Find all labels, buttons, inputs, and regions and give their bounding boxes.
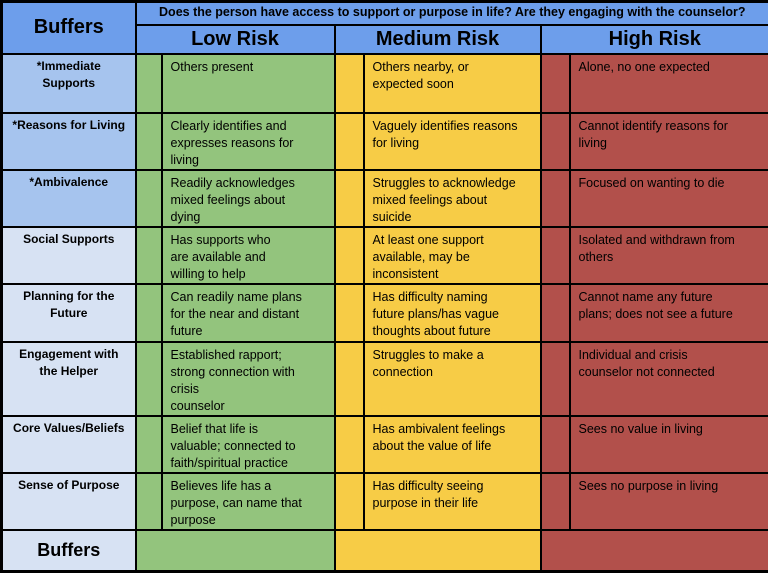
column-header-low-risk: Low Risk (136, 25, 335, 54)
low-risk-strip (136, 170, 162, 227)
cell-medium: Struggles to acknowledge mixed feelings … (364, 170, 541, 227)
row-label-social-supports: Social Supports (2, 227, 136, 284)
low-risk-strip (136, 113, 162, 170)
table-row: Core Values/Beliefs Belief that life is … (2, 416, 768, 473)
corner-title: Buffers (2, 2, 136, 54)
low-risk-strip (136, 473, 162, 530)
cell-low: Established rapport; strong connection w… (162, 342, 335, 416)
medium-risk-strip (335, 170, 364, 227)
row-label-core-values-beliefs: Core Values/Beliefs (2, 416, 136, 473)
footer-cell-medium (335, 530, 541, 572)
row-label-reasons-for-living: *Reasons for Living (2, 113, 136, 170)
medium-risk-strip (335, 227, 364, 284)
cell-low: Clearly identifies and expresses reasons… (162, 113, 335, 170)
cell-high: Isolated and withdrawn from others (570, 227, 768, 284)
table-row: Sense of Purpose Believes life has a pur… (2, 473, 768, 530)
row-label-planning-for-the-future: Planning for the Future (2, 284, 136, 342)
low-risk-strip (136, 416, 162, 473)
cell-high: Sees no value in living (570, 416, 768, 473)
cell-low: Others present (162, 54, 335, 113)
medium-risk-strip (335, 473, 364, 530)
low-risk-strip (136, 342, 162, 416)
cell-low: Belief that life is valuable; connected … (162, 416, 335, 473)
medium-risk-strip (335, 342, 364, 416)
cell-medium: Has difficulty seeing purpose in their l… (364, 473, 541, 530)
high-risk-strip (541, 170, 570, 227)
row-label-ambivalence: *Ambivalence (2, 170, 136, 227)
high-risk-strip (541, 416, 570, 473)
cell-high: Alone, no one expected (570, 54, 768, 113)
cell-medium: Has difficulty naming future plans/has v… (364, 284, 541, 342)
table-row: *Ambivalence Readily acknowledges mixed … (2, 170, 768, 227)
column-header-medium-risk: Medium Risk (335, 25, 541, 54)
cell-high: Cannot identify reasons for living (570, 113, 768, 170)
table-row: Planning for the Future Can readily name… (2, 284, 768, 342)
table-row: *Reasons for Living Clearly identifies a… (2, 113, 768, 170)
low-risk-strip (136, 54, 162, 113)
cell-medium: Struggles to make a connection (364, 342, 541, 416)
row-label-sense-of-purpose: Sense of Purpose (2, 473, 136, 530)
footer-cell-low (136, 530, 335, 572)
header-row-question: Buffers Does the person have access to s… (2, 2, 768, 25)
cell-high: Cannot name any future plans; does not s… (570, 284, 768, 342)
row-label-engagement-with-the-helper: Engagement with the Helper (2, 342, 136, 416)
column-header-high-risk: High Risk (541, 25, 768, 54)
cell-high: Sees no purpose in living (570, 473, 768, 530)
cell-medium: Vaguely identifies reasons for living (364, 113, 541, 170)
low-risk-strip (136, 284, 162, 342)
cell-low: Can readily name plans for the near and … (162, 284, 335, 342)
high-risk-strip (541, 54, 570, 113)
cell-high: Individual and crisis counselor not conn… (570, 342, 768, 416)
high-risk-strip (541, 113, 570, 170)
cell-medium: At least one support available, may be i… (364, 227, 541, 284)
high-risk-strip (541, 342, 570, 416)
cell-medium: Others nearby, or expected soon (364, 54, 541, 113)
high-risk-strip (541, 284, 570, 342)
medium-risk-strip (335, 113, 364, 170)
cell-high: Focused on wanting to die (570, 170, 768, 227)
cell-medium: Has ambivalent feelings about the value … (364, 416, 541, 473)
row-label-immediate-supports: *Immediate Supports (2, 54, 136, 113)
header-question: Does the person have access to support o… (136, 2, 768, 25)
low-risk-strip (136, 227, 162, 284)
medium-risk-strip (335, 284, 364, 342)
footer-cell-high (541, 530, 768, 572)
footer-label: Buffers (2, 530, 136, 572)
medium-risk-strip (335, 416, 364, 473)
cell-low: Readily acknowledges mixed feelings abou… (162, 170, 335, 227)
high-risk-strip (541, 227, 570, 284)
cell-low: Believes life has a purpose, can name th… (162, 473, 335, 530)
footer-row: Buffers (2, 530, 768, 572)
medium-risk-strip (335, 54, 364, 113)
table-row: Engagement with the Helper Established r… (2, 342, 768, 416)
table-row: Social Supports Has supports who are ava… (2, 227, 768, 284)
cell-low: Has supports who are available and willi… (162, 227, 335, 284)
high-risk-strip (541, 473, 570, 530)
table-row: *Immediate Supports Others present Other… (2, 54, 768, 113)
